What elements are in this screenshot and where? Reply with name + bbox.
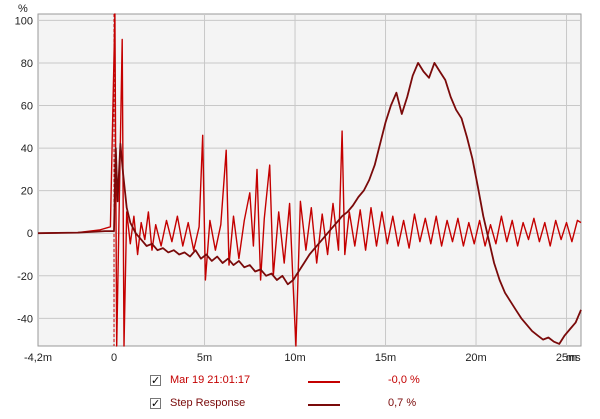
y-tick-label: 80 (21, 58, 33, 70)
y-unit-label: % (18, 3, 28, 15)
checkbox-checked-icon[interactable]: ✓ (150, 397, 161, 410)
x-tick-label: 5m (197, 352, 212, 364)
series-line-1 (37, 13, 582, 347)
legend-name: Step Response (170, 397, 246, 409)
checkbox-checked-icon[interactable]: ✓ (150, 374, 161, 387)
legend-row-measurement[interactable]: ✓ Mar 19 21:01:17 -0,0 % (150, 374, 590, 391)
x-unit-label: ms (566, 352, 581, 364)
legend-value: -0,0 % (388, 374, 420, 386)
x-tick-label: 10m (284, 352, 305, 364)
tick-labels: -4,2m 0 5m 10m 15m 20m 25m 100 80 60 40 20 0 -20 -40 (15, 15, 578, 364)
x-tick-label: 0 (111, 352, 117, 364)
legend-swatch (308, 404, 340, 406)
y-tick-label: -40 (17, 313, 33, 325)
legend-row-step-response[interactable]: ✓ Step Response 0,7 % (150, 397, 590, 414)
y-tick-label: 60 (21, 101, 33, 113)
legend-swatch (308, 381, 340, 383)
x-tick-label: 25m (556, 352, 577, 364)
series-line-2 (37, 62, 582, 345)
legend-value: 0,7 % (388, 397, 417, 409)
y-tick-label: 40 (21, 143, 33, 155)
x-tick-label: 15m (375, 352, 396, 364)
x-tick-label: -4,2m (24, 352, 52, 364)
plot-background (37, 13, 582, 347)
y-tick-label: -20 (17, 271, 33, 283)
series-group (37, 13, 582, 347)
x-tick-label: 20m (465, 352, 486, 364)
y-tick-label: 100 (15, 15, 33, 27)
y-tick-label: 0 (27, 228, 33, 240)
legend-name: Mar 19 21:01:17 (170, 374, 251, 386)
y-tick-label: 20 (21, 186, 33, 198)
